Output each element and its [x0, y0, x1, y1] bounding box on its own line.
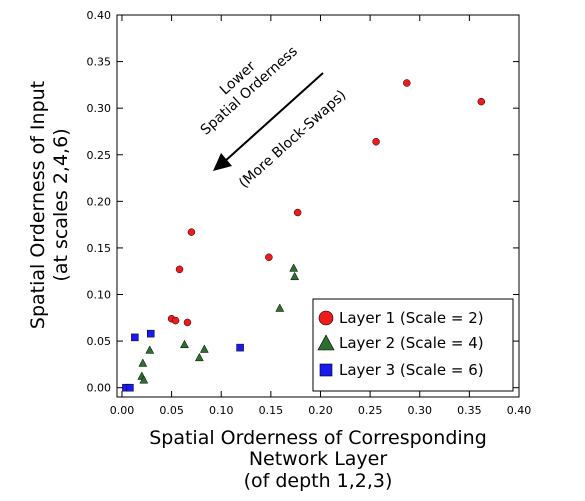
annotation-line-3: (More Block-Swaps) [236, 87, 349, 191]
annotation: Lower Spatial Orderness (More Block-Swap… [198, 43, 350, 191]
data-point-layer-2 [290, 271, 300, 281]
x-axis-title-line2: Network Layer [249, 448, 388, 470]
y-tick-label: 0.35 [87, 56, 112, 69]
y-tick-label: 0.25 [87, 149, 112, 162]
y-tick-label: 0.30 [87, 102, 112, 115]
y-axis-subtitle: (at scales 2,4,6) [50, 128, 72, 281]
x-tick-label: 0.20 [308, 404, 333, 417]
data-point-layer-1 [403, 79, 411, 87]
data-point-layer-2 [289, 263, 299, 272]
data-point-layer-2 [199, 344, 209, 353]
data-point-layer-1 [372, 137, 380, 146]
data-point-layer-2 [138, 358, 148, 367]
data-point-layer-1 [171, 316, 180, 325]
plot-area-frame [116, 14, 520, 398]
y-tick-label: 0.10 [87, 289, 112, 302]
data-point-layer-2 [145, 345, 155, 354]
annotation-arrow [223, 72, 324, 163]
legend-marker-layer-1 [318, 310, 334, 326]
legend: Layer 1 (Scale = 2) Layer 2 (Scale = 4) … [312, 298, 514, 392]
legend-label-layer-2: Layer 2 (Scale = 4) [339, 334, 484, 352]
data-point-layer-1 [187, 228, 196, 236]
data-point-layer-3 [236, 343, 244, 352]
x-tick-label: 0.35 [457, 404, 482, 417]
legend-box [312, 298, 514, 392]
legend-label-layer-3: Layer 3 (Scale = 6) [339, 361, 484, 379]
y-axis-title: Spatial Orderness of Input [27, 81, 49, 329]
y-tick-label: 0.40 [87, 9, 112, 22]
annotation-line-2: Spatial Orderness [198, 43, 301, 138]
x-tick-label: 0.25 [358, 404, 383, 417]
annotation-arrowhead [213, 153, 232, 171]
data-point-layer-1 [175, 265, 184, 274]
x-tick-label: 0.30 [407, 404, 432, 417]
data-point-layer-1 [293, 208, 302, 217]
data-point-layer-3 [126, 383, 134, 392]
axis-ticks: 0.00 0.05 0.10 0.15 0.20 0.25 0.30 0.35 0.40 0.00… [87, 9, 532, 417]
data-marks [122, 79, 486, 392]
x-tick-label: 0.40 [507, 404, 532, 417]
x-tick-label: 0.05 [159, 404, 184, 417]
data-point-layer-2 [275, 303, 285, 312]
legend-marker-layer-2 [317, 334, 335, 351]
legend-marker-layer-3 [319, 363, 333, 377]
y-tick-label: 0.15 [87, 242, 112, 255]
data-point-layer-2 [194, 352, 204, 362]
data-point-layer-2 [180, 339, 189, 349]
data-point-layer-3 [131, 333, 139, 342]
y-tick-label: 0.20 [87, 195, 112, 208]
y-tick-label: 0.00 [87, 382, 112, 395]
x-tick-label: 0.00 [110, 404, 135, 417]
x-axis-title: Spatial Orderness of Corresponding [149, 427, 487, 449]
data-point-layer-3 [146, 329, 155, 338]
data-point-layer-1 [265, 253, 273, 261]
x-tick-label: 0.15 [259, 404, 284, 417]
y-tick-label: 0.05 [87, 335, 112, 348]
x-tick-label: 0.10 [209, 404, 234, 417]
data-point-layer-2 [139, 375, 149, 384]
data-point-layer-1 [477, 97, 486, 106]
x-axis-title-line3: (of depth 1,2,3) [244, 470, 393, 492]
data-point-layer-1 [183, 318, 192, 327]
legend-label-layer-1: Layer 1 (Scale = 2) [339, 309, 484, 327]
